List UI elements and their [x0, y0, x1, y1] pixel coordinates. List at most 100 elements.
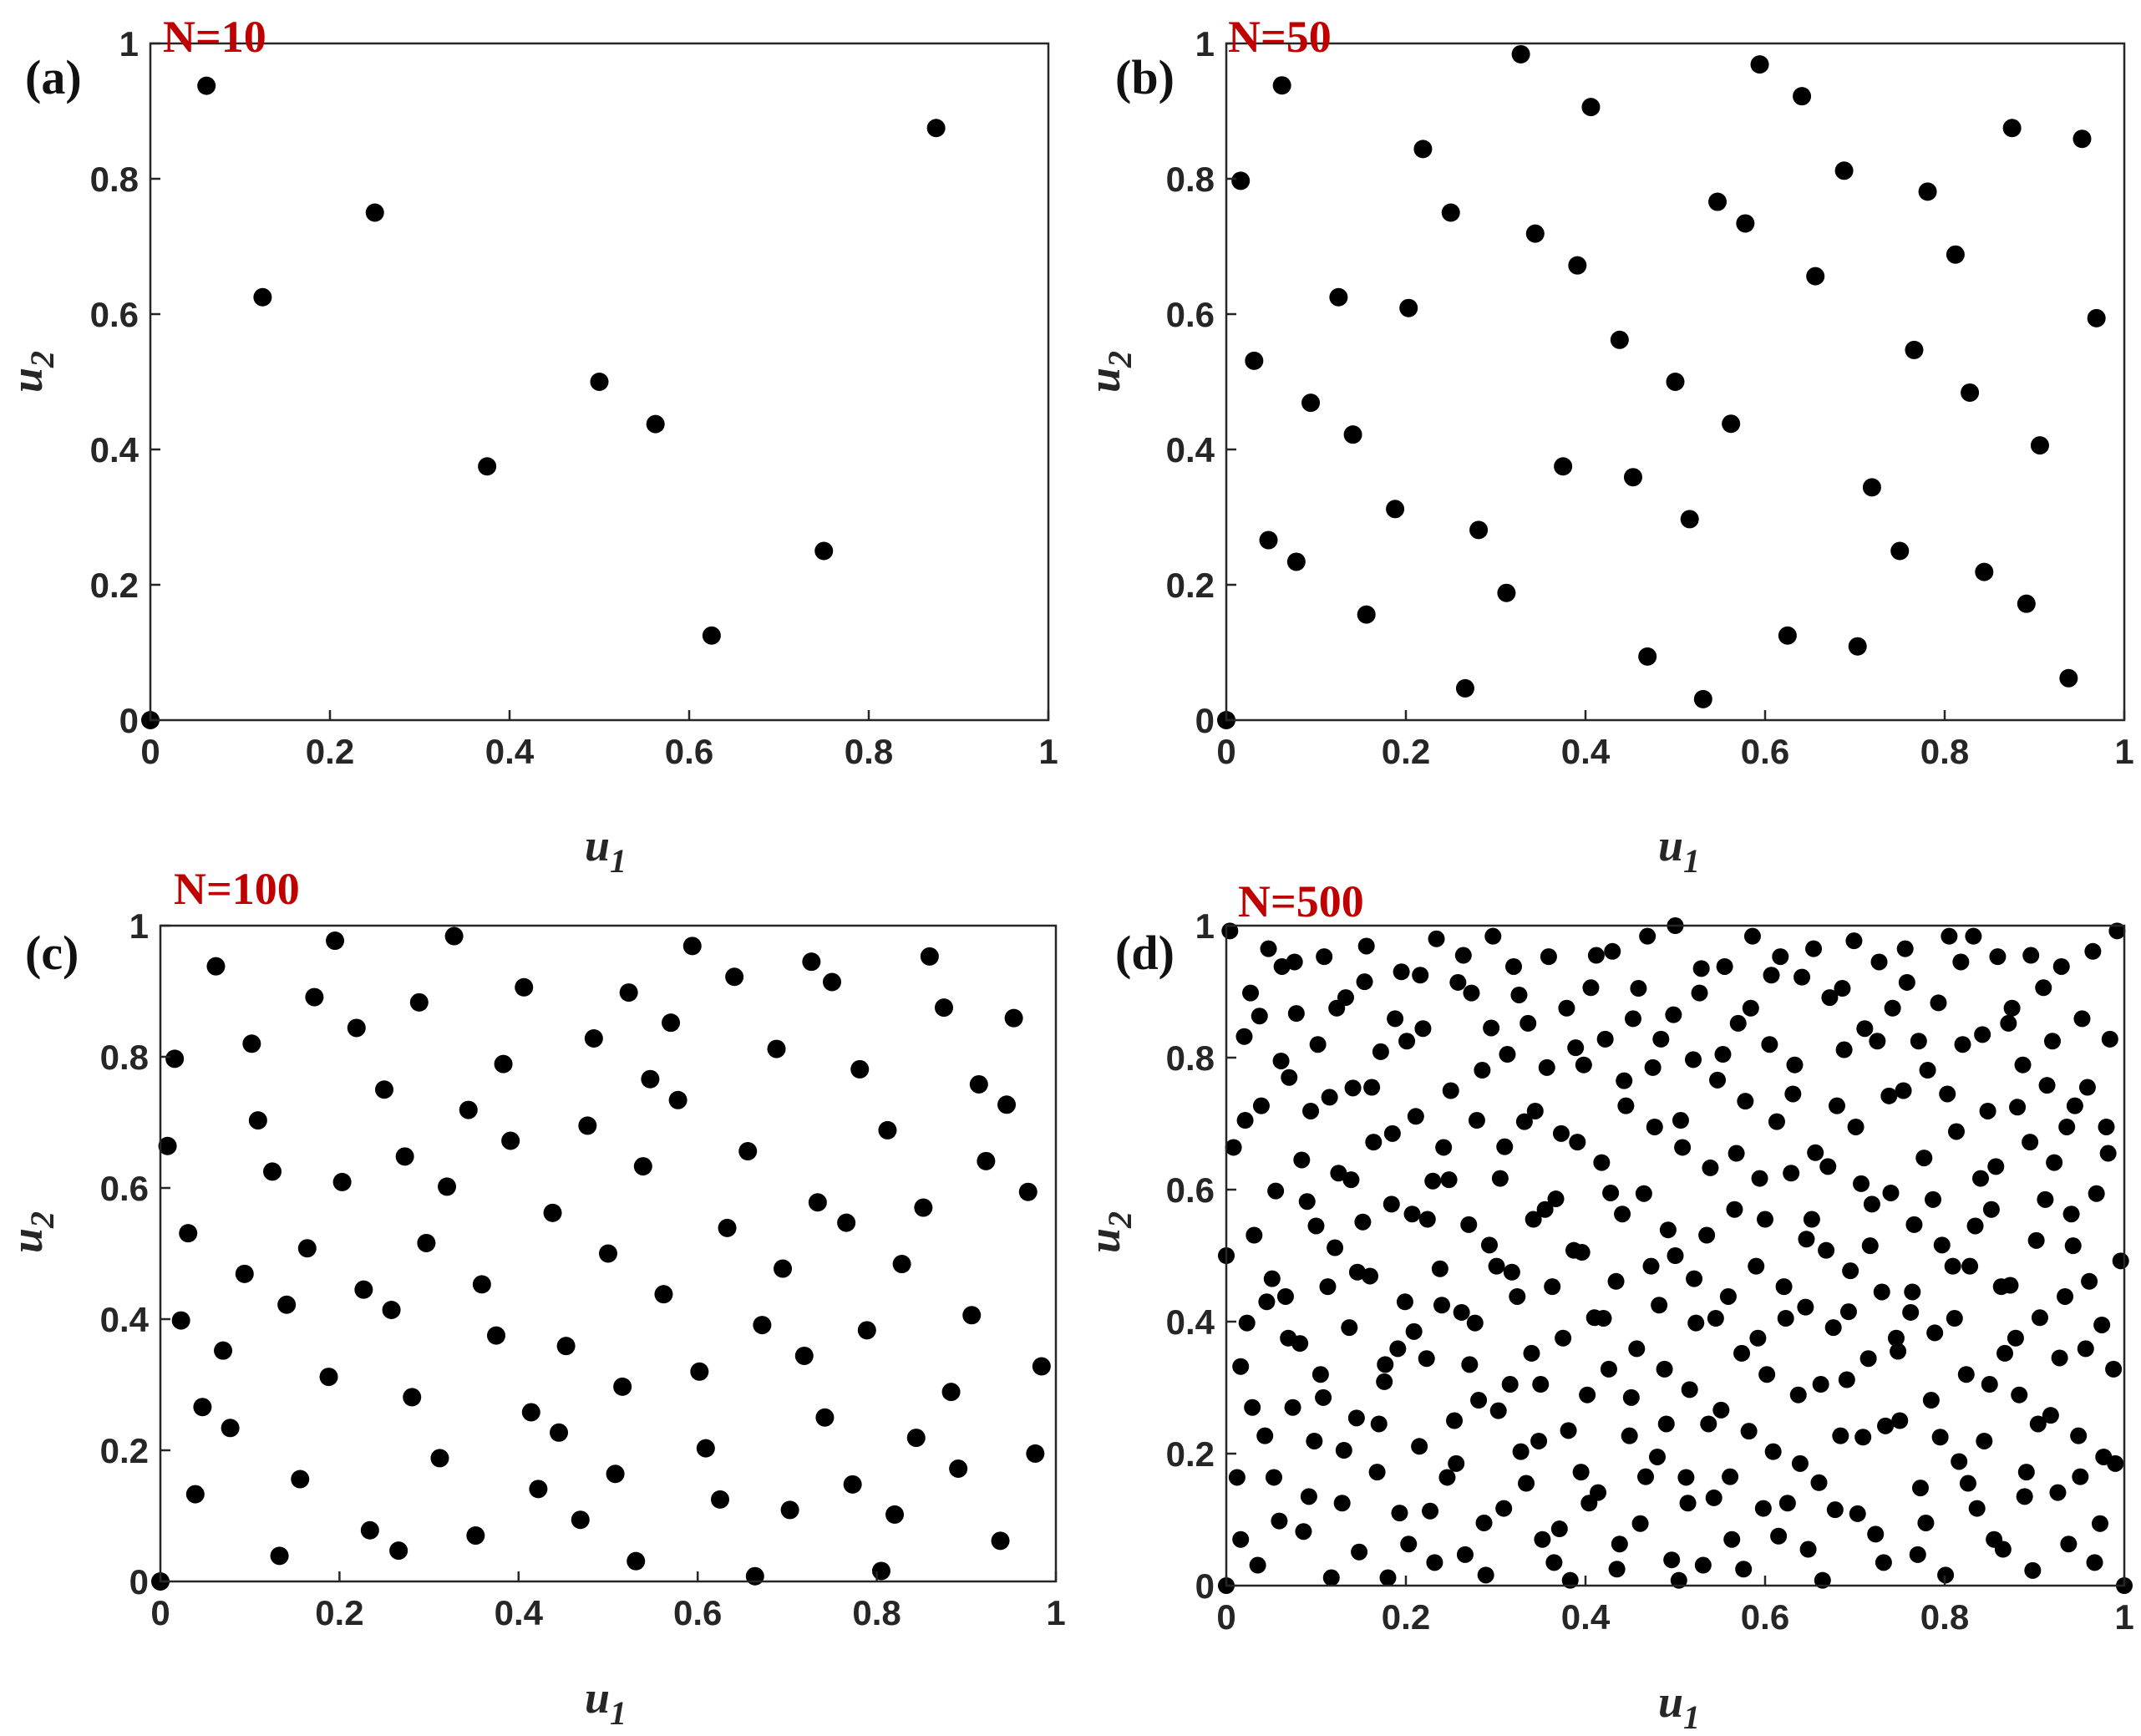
data-point-d-146: [1723, 1530, 1741, 1548]
data-point-d-119: [1631, 1515, 1649, 1532]
data-point-d-315: [1622, 1388, 1640, 1406]
data-point-b-31: [1750, 55, 1769, 74]
data-point-d-358: [1925, 1190, 1942, 1208]
data-point-d-324: [1686, 1270, 1703, 1287]
data-point-c-65: [725, 967, 744, 987]
data-point-d-116: [1621, 1427, 1638, 1444]
data-point-b-9: [1357, 605, 1376, 624]
data-point-d-193: [1887, 1329, 1905, 1347]
data-point-d-239: [2049, 1484, 2067, 1501]
data-point-c-98: [1026, 1444, 1045, 1463]
data-point-d-144: [1716, 957, 1733, 975]
data-point-d-117: [1624, 1010, 1641, 1028]
data-point-d-84: [1509, 1287, 1526, 1305]
data-point-d-262: [1251, 1008, 1268, 1025]
data-point-c-33: [438, 1177, 457, 1196]
data-point-d-263: [1258, 1293, 1276, 1311]
data-point-c-97: [1018, 1182, 1038, 1201]
data-point-c-60: [682, 937, 702, 956]
data-point-d-208: [1941, 927, 1958, 945]
data-point-c-39: [494, 1054, 513, 1074]
data-point-d-380: [2078, 1079, 2096, 1096]
data-point-d-329: [1722, 1468, 1739, 1485]
data-point-d-21: [1287, 1005, 1305, 1023]
data-point-d-82: [1501, 1376, 1519, 1393]
plot-frame-b: [1225, 42, 2126, 722]
data-point-c-4: [179, 1224, 198, 1243]
data-point-d-152: [1743, 927, 1761, 945]
data-point-b-4: [1272, 76, 1291, 95]
x-axis-label-b-main: u: [1658, 820, 1683, 871]
data-point-d-169: [1803, 1211, 1820, 1228]
data-point-c-66: [738, 1142, 758, 1161]
data-point-d-154: [1751, 1170, 1768, 1187]
data-point-d-322: [1672, 1112, 1689, 1129]
data-point-d-319: [1651, 1297, 1668, 1314]
data-point-a-8: [814, 541, 834, 561]
data-point-c-46: [556, 1337, 576, 1356]
data-point-d-99: [1561, 1571, 1579, 1589]
data-point-d-59: [1422, 1502, 1439, 1520]
data-point-d-27: [1309, 1036, 1327, 1053]
data-point-d-170: [1807, 1144, 1824, 1161]
data-point-d-230: [2017, 1464, 2035, 1481]
data-point-d-371: [2016, 1488, 2033, 1505]
data-point-c-95: [997, 1095, 1017, 1114]
data-point-d-283: [1398, 1033, 1416, 1050]
data-point-d-311: [1595, 1310, 1612, 1327]
data-point-c-34: [444, 926, 464, 946]
data-point-b-26: [1680, 510, 1699, 529]
data-point-d-341: [1805, 940, 1823, 957]
data-point-d-160: [1772, 948, 1789, 966]
data-point-d-353: [1890, 1343, 1907, 1360]
panel-title-c: N=100: [174, 864, 300, 914]
data-point-c-69: [767, 1039, 786, 1058]
data-point-c-67: [745, 1566, 764, 1586]
x-tick-label-a-3: 0.6: [665, 732, 713, 771]
data-point-d-36: [1341, 1319, 1358, 1337]
data-point-d-181: [1845, 932, 1863, 950]
data-point-d-381: [2086, 1554, 2103, 1571]
data-point-d-25: [1302, 1102, 1320, 1119]
panel-title-d: N=500: [1238, 876, 1364, 926]
data-point-a-5: [590, 373, 609, 391]
x-axis-label-d: u1: [1658, 1677, 1700, 1736]
data-point-d-202: [1919, 1062, 1936, 1079]
data-point-c-54: [627, 1551, 646, 1571]
data-point-c-85: [906, 1429, 926, 1448]
data-point-d-369: [2001, 1277, 2019, 1294]
data-point-a-6: [646, 414, 665, 434]
y-axis-label-b-sub: 2: [1101, 351, 1139, 368]
y-tick-label-a-2: 0.4: [90, 430, 140, 470]
data-point-d-326: [1700, 1415, 1717, 1433]
data-point-d-292: [1461, 1356, 1479, 1373]
data-point-d-295: [1483, 1019, 1500, 1037]
panel-d: 00 0.2 0.2 0.4 0.4 0.6 0.6 0.8 0.8 1 1 (d) N=500 u…: [1079, 876, 2134, 1736]
data-point-d-165: [1789, 1386, 1807, 1404]
data-point-d-30: [1319, 1278, 1337, 1296]
data-point-d-372: [2022, 947, 2040, 964]
data-point-d-62: [1431, 1260, 1448, 1277]
data-point-d-176: [1829, 1097, 1845, 1114]
data-point-d-247: [2077, 1340, 2094, 1358]
data-point-d-39: [1351, 1543, 1368, 1561]
ticks-b: 00 0.2 0.2 0.4 0.4 0.6 0.6 0.8 0.8 1 1: [1166, 24, 2134, 771]
data-point-d-102: [1572, 1464, 1590, 1481]
data-point-d-370: [2009, 1099, 2027, 1116]
data-point-d-47: [1379, 1569, 1397, 1586]
x-tick-label-d-1: 0.2: [1382, 1597, 1430, 1637]
data-point-d-265: [1272, 1052, 1290, 1069]
data-point-d-112: [1607, 1272, 1625, 1290]
data-point-c-20: [326, 931, 345, 951]
data-point-b-36: [1848, 637, 1867, 656]
x-axis-label-b-sub: 1: [1683, 842, 1700, 880]
data-point-c-30: [409, 992, 429, 1012]
data-point-d-171: [1810, 1474, 1828, 1491]
data-point-d-159: [1768, 1113, 1785, 1130]
data-point-d-246: [2073, 1010, 2091, 1028]
x-axis-label-a: u1: [585, 820, 627, 880]
data-point-d-123: [1646, 1118, 1663, 1135]
data-point-d-54: [1403, 1206, 1421, 1223]
data-point-b-44: [2002, 119, 2022, 138]
